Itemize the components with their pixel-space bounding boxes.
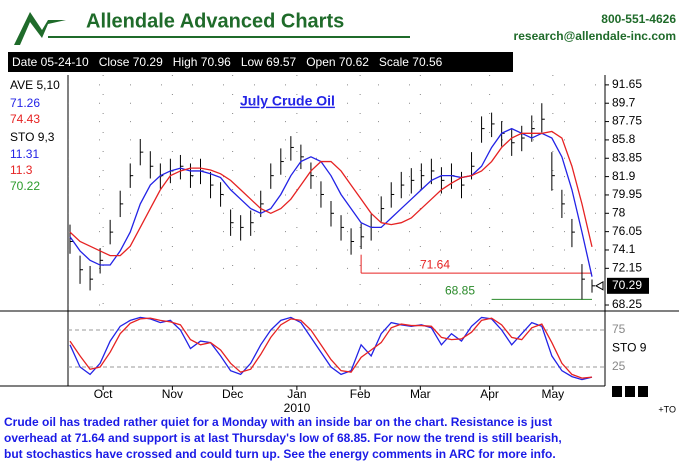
info-item: Low 69.57 — [241, 55, 297, 69]
level-label: 71.64 — [420, 257, 450, 271]
y-tick-label: 74.1 — [612, 242, 636, 256]
x-tick-label: May — [542, 387, 565, 401]
ave-slow-value: 74.43 — [10, 112, 40, 126]
corner-label: +TO — [658, 404, 676, 414]
y-tick-label: 76.05 — [612, 224, 642, 238]
sto-label: STO 9,3 — [10, 130, 55, 144]
email: research@allendale-inc.com — [514, 29, 676, 43]
sto-extra-value: 70.22 — [10, 179, 40, 193]
x-tick-label: Apr — [480, 387, 499, 401]
y-tick-label: 85.8 — [612, 132, 636, 146]
y-tick-label: 83.85 — [612, 150, 642, 164]
y-tick-label: 79.95 — [612, 187, 642, 201]
info-item: Date 05-24-10 — [12, 55, 89, 69]
footer-line: Crude oil has traded rather quiet for a … — [4, 415, 552, 429]
year-label: 2010 — [284, 401, 311, 415]
info-item: High 70.96 — [173, 55, 231, 69]
x-tick-label: Feb — [350, 387, 371, 401]
x-tick-label: Jan — [287, 387, 306, 401]
logo-icon — [14, 12, 66, 45]
stochastic-line — [69, 317, 593, 379]
level-label: 68.85 — [445, 284, 475, 298]
y-tick-label: 91.65 — [612, 77, 642, 91]
y-tick-label: 87.75 — [612, 114, 642, 128]
sto-tick-label: 25 — [612, 359, 626, 373]
y-tick-label: 68.25 — [612, 297, 642, 311]
x-tick-label: Nov — [162, 387, 183, 401]
ave-fast-value: 71.26 — [10, 96, 40, 110]
y-tick-label: 72.15 — [612, 260, 642, 274]
corner-box — [638, 386, 648, 397]
info-item: Open 70.62 — [306, 55, 369, 69]
sto-k-value: 11.31 — [10, 147, 39, 161]
footer-line: overhead at 71.64 and support is at last… — [4, 431, 562, 445]
sto-axis-label: STO 9 — [612, 341, 647, 355]
chart-title: July Crude Oil — [240, 93, 335, 109]
corner-box — [612, 386, 622, 397]
last-close-label: 70.29 — [612, 278, 642, 292]
last-close-box — [607, 277, 649, 294]
info-item: Scale 70.56 — [379, 55, 443, 69]
sto-tick-label: 75 — [612, 322, 626, 336]
stochastic-line — [69, 316, 593, 381]
ave-label: AVE 5,10 — [10, 78, 60, 92]
y-tick-label: 89.7 — [612, 95, 636, 109]
x-tick-label: Oct — [94, 387, 113, 401]
last-close-arrow — [594, 280, 604, 291]
x-tick-label: Dec — [222, 387, 243, 401]
y-tick-label: 81.9 — [612, 169, 636, 183]
x-tick-label: Mar — [410, 387, 431, 401]
footer-line: but stochastics have crossed and could t… — [4, 447, 556, 461]
moving-average — [69, 130, 593, 257]
corner-box — [625, 386, 635, 397]
logo-text: Allendale Advanced Charts — [86, 10, 344, 32]
info-item: Close 70.29 — [99, 55, 163, 69]
moving-average — [69, 127, 593, 277]
sto-d-value: 11.3 — [10, 163, 33, 177]
info-text: Date 05-24-10 Close 70.29 High 70.96 Low 69… — [12, 55, 443, 69]
info-bar — [8, 52, 513, 72]
y-tick-label: 78 — [612, 205, 626, 219]
phone: 800-551-4626 — [601, 12, 676, 26]
